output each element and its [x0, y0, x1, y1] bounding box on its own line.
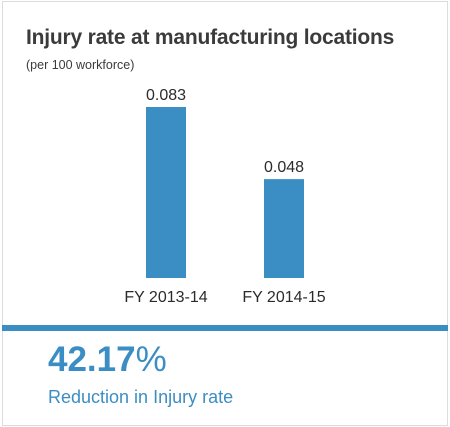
- bar-value-label: 0.083: [146, 87, 186, 104]
- category-label: FY 2014-15: [242, 289, 325, 306]
- reduction-kpi: 42.17%: [48, 340, 167, 380]
- bar-chart: 0.083 FY 2013-14 0.048 FY 2014-15: [124, 87, 325, 306]
- reduction-value: 42.17: [48, 340, 136, 379]
- bar-fy-2014-15: [264, 179, 304, 278]
- reduction-label: Reduction in Injury rate: [48, 387, 234, 407]
- bar-value-label: 0.048: [264, 159, 304, 176]
- chart-subtitle: (per 100 workforce): [26, 58, 135, 72]
- category-label: FY 2013-14: [124, 289, 207, 306]
- section-divider: [2, 325, 448, 331]
- chart-title: Injury rate at manufacturing locations: [26, 26, 395, 49]
- bar-fy-2013-14: [146, 107, 186, 279]
- reduction-unit: %: [135, 340, 167, 379]
